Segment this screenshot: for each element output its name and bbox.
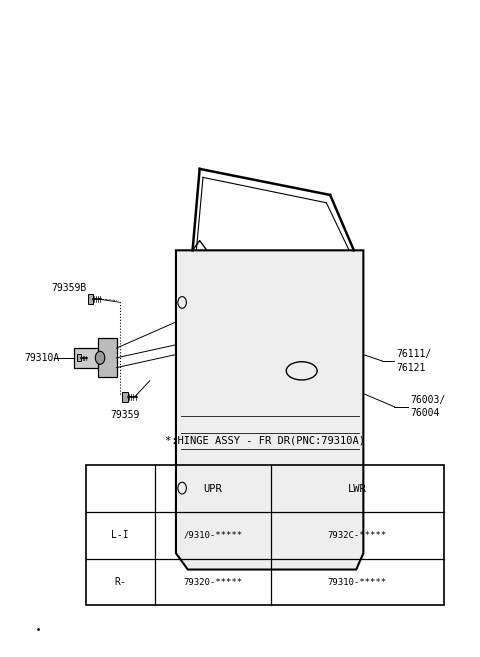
Text: LWR: LWR — [348, 484, 367, 493]
Polygon shape — [176, 250, 363, 570]
FancyBboxPatch shape — [122, 392, 128, 402]
Text: L-I: L-I — [111, 530, 129, 540]
Text: 76111/
76121: 76111/ 76121 — [396, 350, 432, 373]
FancyBboxPatch shape — [88, 294, 93, 304]
Text: 79359B: 79359B — [51, 283, 87, 293]
Text: UPR: UPR — [204, 484, 222, 493]
Text: R-: R- — [114, 577, 126, 587]
Text: 79310A: 79310A — [24, 353, 60, 363]
FancyBboxPatch shape — [77, 354, 81, 361]
Text: /9310-*****: /9310-***** — [183, 531, 242, 540]
Text: 7932C-*****: 7932C-***** — [328, 531, 387, 540]
FancyBboxPatch shape — [97, 338, 117, 377]
Text: 76003/
76004: 76003/ 76004 — [411, 395, 446, 419]
Bar — [86, 465, 444, 605]
Text: *:HINGE ASSY - FR DR(PNC:79310A): *:HINGE ASSY - FR DR(PNC:79310A) — [165, 436, 365, 445]
Circle shape — [96, 351, 105, 365]
FancyBboxPatch shape — [74, 348, 100, 367]
Text: 79310-*****: 79310-***** — [328, 578, 387, 587]
Text: 79320-*****: 79320-***** — [183, 578, 242, 587]
Text: 79359: 79359 — [110, 410, 140, 420]
